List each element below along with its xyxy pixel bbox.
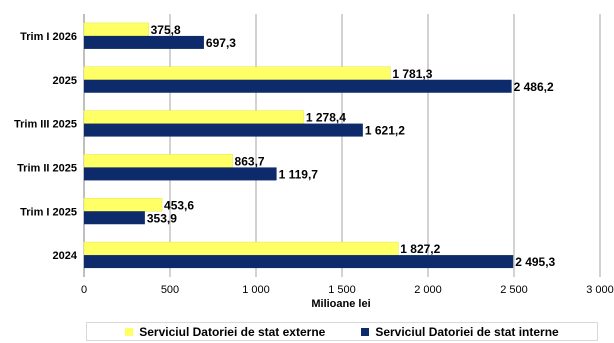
bar-internal xyxy=(84,167,277,181)
legend-swatch-external xyxy=(125,327,134,336)
data-label: 1 119,7 xyxy=(279,167,319,181)
bar-external xyxy=(83,241,399,256)
category-label: Trim II 2025 xyxy=(17,162,77,174)
data-label: 453,6 xyxy=(164,198,194,212)
bar-internal xyxy=(84,79,512,93)
bar-external xyxy=(83,198,163,212)
data-label: 375,8 xyxy=(151,23,181,37)
legend-label-external: Serviciul Datoriei de stat externe xyxy=(139,324,326,339)
data-label: 2 495,3 xyxy=(515,255,555,269)
value-labels: 375,8 697,3 1 781,3 2 486,2 1 278,4 1 621,2 86… xyxy=(147,23,556,269)
category-label: 2024 xyxy=(53,250,78,262)
x-tick-label: 1 000 xyxy=(242,284,270,296)
x-axis-title: Milioane lei xyxy=(311,298,370,310)
data-label: 2 486,2 xyxy=(514,80,554,94)
data-label: 863,7 xyxy=(235,154,265,168)
data-label: 1 827,2 xyxy=(400,242,440,256)
category-label: Trim I 2025 xyxy=(20,206,77,218)
x-tick-label: 3 000 xyxy=(586,284,614,296)
bar-internal xyxy=(84,35,204,49)
bar-internal xyxy=(84,255,514,269)
grid-lines xyxy=(83,14,601,277)
category-label: 2025 xyxy=(53,75,77,87)
data-label: 1 278,4 xyxy=(306,111,346,125)
data-label: 697,3 xyxy=(206,36,236,50)
x-tick-label: 2 000 xyxy=(414,284,442,296)
legend-label-internal: Serviciul Datoriei de stat interne xyxy=(375,324,559,339)
legend-swatch-internal xyxy=(361,327,370,336)
x-tick-label: 500 xyxy=(161,284,179,296)
bar-external xyxy=(83,22,149,37)
bar-internal xyxy=(84,123,363,137)
category-labels: Trim I 2026 2025 Trim III 2025 Trim II 2025… xyxy=(14,31,78,262)
bar-internal xyxy=(84,211,145,225)
data-label: 1 781,3 xyxy=(392,67,432,81)
legend: Serviciul Datoriei de stat externe Servi… xyxy=(86,322,598,341)
bar-external xyxy=(83,110,305,124)
category-label: Trim I 2026 xyxy=(20,31,77,43)
x-tick-label: 0 xyxy=(81,284,87,296)
x-tick-labels: 0 500 1 000 1 500 2 000 2 500 3 000 xyxy=(81,284,614,296)
legend-item-internal: Serviciul Datoriei de stat interne xyxy=(361,324,559,339)
bars xyxy=(83,22,514,269)
data-label: 353,9 xyxy=(147,211,177,225)
bar-external xyxy=(83,66,391,80)
x-tick-label: 2 500 xyxy=(500,284,528,296)
bar-external xyxy=(83,154,233,168)
category-label: Trim III 2025 xyxy=(14,119,77,131)
legend-item-external: Serviciul Datoriei de stat externe xyxy=(125,325,325,339)
x-tick-label: 1 500 xyxy=(328,284,356,296)
data-label: 1 621,2 xyxy=(365,124,405,138)
